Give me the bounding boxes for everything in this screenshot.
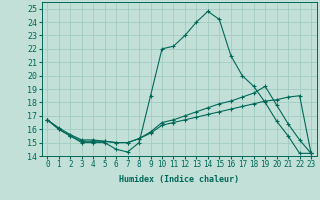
X-axis label: Humidex (Indice chaleur): Humidex (Indice chaleur): [119, 175, 239, 184]
